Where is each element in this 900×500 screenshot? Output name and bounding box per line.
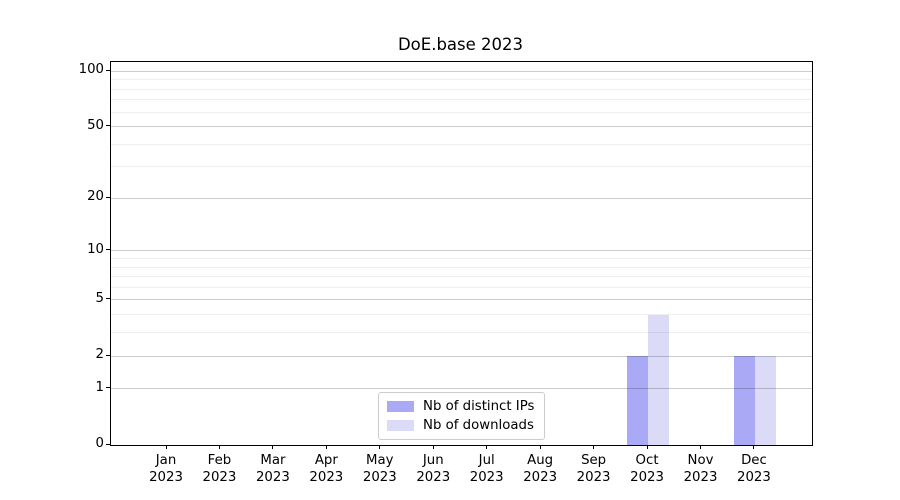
legend-swatch-distinct-ips bbox=[387, 401, 414, 412]
bar-distinct-ips bbox=[733, 356, 755, 445]
y-tick-label: 100 bbox=[78, 62, 104, 78]
legend-item-downloads: Nb of downloads bbox=[387, 418, 534, 433]
x-tick-year: 2023 bbox=[523, 470, 558, 485]
y-gridline-minor bbox=[111, 143, 812, 145]
bars-layer bbox=[111, 62, 812, 445]
y-gridline-minor bbox=[111, 257, 812, 259]
y-tick-mark bbox=[106, 125, 110, 127]
x-tick-month: Nov bbox=[687, 453, 714, 468]
y-gridline-minor bbox=[111, 166, 812, 168]
x-tick-mark bbox=[325, 445, 327, 449]
x-tick-label: Nov 2023 bbox=[671, 452, 731, 486]
y-tick-label: 0 bbox=[95, 436, 104, 451]
x-tick-label: Aug 2023 bbox=[510, 452, 570, 486]
y-tick-label: 50 bbox=[87, 117, 104, 133]
chart-title: DoE.base 2023 bbox=[397, 35, 524, 54]
y-gridline-minor bbox=[111, 79, 812, 81]
x-tick-label: Mar 2023 bbox=[243, 452, 303, 486]
x-tick-month: May bbox=[366, 453, 394, 468]
x-tick-mark bbox=[539, 445, 541, 449]
x-tick-mark bbox=[646, 445, 648, 449]
x-tick-month: Jan bbox=[155, 453, 177, 468]
y-tick-mark bbox=[106, 354, 110, 356]
x-tick-month: Sep bbox=[581, 453, 607, 468]
x-tick-year: 2023 bbox=[469, 470, 504, 485]
bar-downloads bbox=[754, 356, 776, 445]
y-gridline-major bbox=[111, 250, 812, 252]
x-tick-month: Mar bbox=[260, 453, 286, 468]
x-tick-mark bbox=[700, 445, 701, 449]
x-tick-label: Feb 2023 bbox=[189, 452, 249, 486]
x-tick-year: 2023 bbox=[149, 470, 183, 485]
y-gridline-minor bbox=[111, 314, 812, 316]
y-tick-mark bbox=[106, 69, 110, 71]
x-tick-mark bbox=[486, 445, 488, 449]
x-tick-month: Aug bbox=[527, 453, 554, 468]
x-tick-year: 2023 bbox=[416, 470, 451, 485]
y-gridline-major bbox=[111, 126, 812, 128]
y-gridline-minor bbox=[111, 286, 812, 288]
x-tick-month: Dec bbox=[741, 453, 767, 468]
x-tick-month: Feb bbox=[207, 453, 232, 468]
x-tick-year: 2023 bbox=[737, 470, 771, 485]
x-tick-mark bbox=[218, 445, 220, 449]
grid-layer bbox=[111, 62, 812, 445]
x-tick-label: Dec 2023 bbox=[724, 452, 784, 486]
x-tick-label: Sep 2023 bbox=[564, 452, 624, 486]
y-tick-label: 1 bbox=[95, 379, 104, 395]
x-tick-label: May 2023 bbox=[350, 452, 410, 486]
x-tick-mark bbox=[593, 445, 595, 449]
y-tick-label: 2 bbox=[95, 347, 104, 362]
y-gridline-major bbox=[111, 388, 812, 390]
y-tick-label: 10 bbox=[87, 241, 104, 257]
legend-label-downloads: Nb of downloads bbox=[423, 418, 534, 433]
x-tick-mark bbox=[432, 445, 434, 449]
y-gridline-minor bbox=[111, 99, 812, 101]
x-tick-mark bbox=[753, 445, 755, 449]
y-gridline-minor bbox=[111, 276, 812, 278]
y-gridline-minor bbox=[111, 266, 812, 268]
y-gridline-minor bbox=[111, 111, 812, 113]
x-tick-mark bbox=[379, 445, 381, 449]
plot-area bbox=[110, 61, 813, 446]
bar-downloads bbox=[648, 314, 670, 445]
x-tick-label: Jul 2023 bbox=[457, 452, 517, 486]
legend-label-distinct-ips: Nb of distinct IPs bbox=[423, 399, 535, 414]
y-gridline-major bbox=[111, 70, 812, 72]
x-tick-mark bbox=[165, 445, 167, 449]
y-gridline-major bbox=[111, 197, 812, 199]
bar-distinct-ips bbox=[627, 356, 649, 445]
y-tick-label: 20 bbox=[87, 189, 104, 205]
x-tick-month: Oct bbox=[635, 453, 659, 468]
y-tick-mark bbox=[106, 387, 110, 389]
x-tick-label: Apr 2023 bbox=[296, 452, 356, 486]
x-tick-year: 2023 bbox=[683, 470, 718, 485]
x-tick-year: 2023 bbox=[255, 470, 290, 485]
y-tick-label: 5 bbox=[95, 290, 104, 306]
y-tick-mark bbox=[106, 249, 110, 251]
x-tick-year: 2023 bbox=[309, 470, 344, 485]
legend-swatch-downloads bbox=[387, 420, 414, 431]
y-gridline-major bbox=[111, 355, 812, 357]
y-gridline-major bbox=[111, 299, 812, 301]
x-tick-year: 2023 bbox=[576, 470, 611, 485]
y-tick-mark bbox=[106, 443, 110, 445]
x-tick-year: 2023 bbox=[630, 470, 664, 485]
x-tick-year: 2023 bbox=[202, 470, 237, 485]
y-gridline-minor bbox=[111, 88, 812, 90]
x-tick-month: Apr bbox=[314, 453, 338, 468]
x-tick-label: Oct 2023 bbox=[617, 452, 677, 486]
x-tick-month: Jul bbox=[478, 453, 495, 468]
legend: Nb of distinct IPs Nb of downloads bbox=[378, 392, 546, 440]
x-tick-label: Jun 2023 bbox=[403, 452, 463, 486]
y-tick-mark bbox=[106, 196, 110, 198]
legend-item-distinct-ips: Nb of distinct IPs bbox=[387, 399, 534, 414]
y-tick-mark bbox=[106, 298, 110, 300]
x-tick-mark bbox=[272, 445, 274, 449]
x-tick-month: Jun bbox=[422, 453, 444, 468]
x-tick-year: 2023 bbox=[362, 470, 397, 485]
x-tick-label: Jan 2023 bbox=[136, 452, 196, 486]
y-gridline-minor bbox=[111, 332, 812, 334]
